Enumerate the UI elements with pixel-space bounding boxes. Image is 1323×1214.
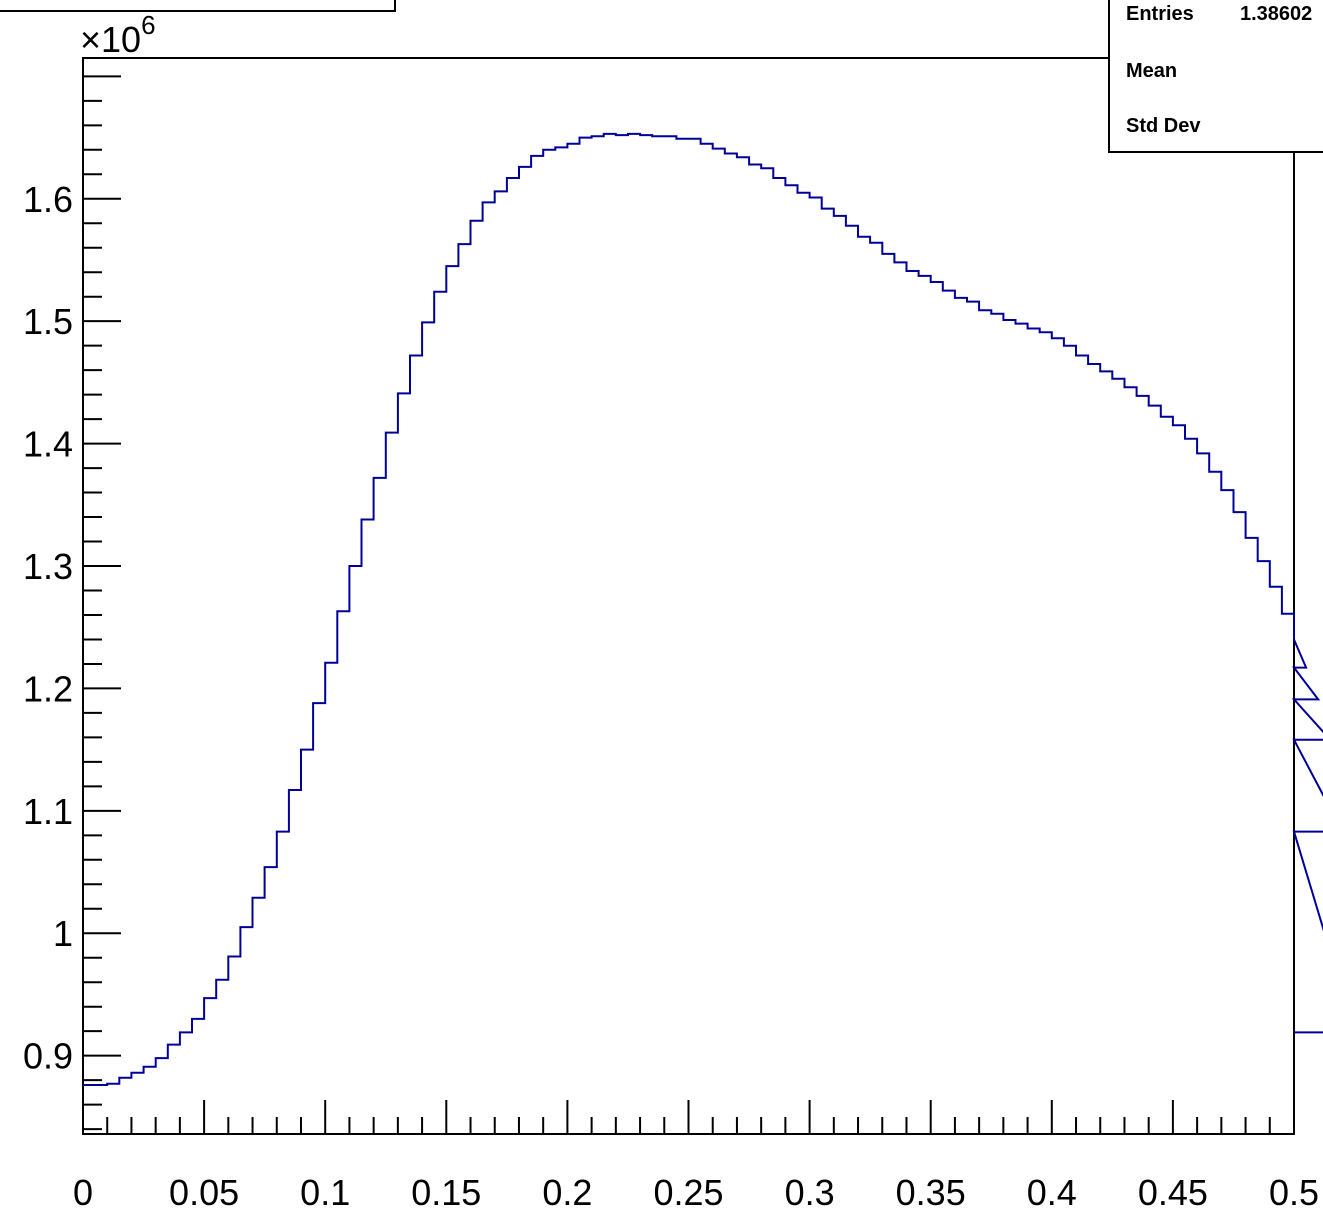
x-tick-label: 0.1 (300, 1172, 350, 1213)
x-tick-label: 0.5 (1269, 1172, 1319, 1213)
x-axis-tick-labels: 0 0.05 0.1 0.15 0.2 0.25 0.3 0.35 0.4 0.45 0.5 (73, 1172, 1319, 1213)
y-axis-ticks (83, 75, 121, 1131)
x-tick-label: 0.4 (1027, 1172, 1077, 1213)
x-tick-label: 0.45 (1138, 1172, 1208, 1213)
y-tick-label: 1 (53, 913, 73, 954)
stats-box: Entries 1.38602 Mean Std Dev (1108, 0, 1323, 153)
y-tick-label: 1.2 (23, 668, 73, 709)
x-tick-label: 0 (73, 1172, 93, 1213)
stats-entries-value: 1.38602 (1240, 3, 1312, 25)
x-axis-ticks (82, 1100, 1295, 1134)
stats-box-frame (1108, 0, 1323, 153)
y-tick-label: 1.1 (23, 791, 73, 832)
stats-mean-label: Mean (1126, 60, 1177, 82)
title-box (0, 0, 396, 12)
x-tick-label: 0.15 (411, 1172, 481, 1213)
histogram-series-line (83, 132, 1323, 1086)
y-axis-tick-labels: 0.9 1 1.1 1.2 1.3 1.4 1.5 1.6 (23, 179, 73, 1077)
x-tick-label: 0.05 (169, 1172, 239, 1213)
y-tick-label: 1.4 (23, 424, 73, 465)
x-tick-label: 0.2 (542, 1172, 592, 1213)
stats-stddev-label: Std Dev (1126, 115, 1201, 137)
x-tick-label: 0.35 (896, 1172, 966, 1213)
y-tick-label: 1.3 (23, 546, 73, 587)
y-tick-label: 0.9 (23, 1036, 73, 1077)
stats-entries-label: Entries (1126, 3, 1194, 25)
y-tick-label: 1.6 (23, 179, 73, 220)
y-tick-label: 1.5 (23, 301, 73, 342)
x-tick-label: 0.3 (785, 1172, 835, 1213)
x-tick-label: 0.25 (653, 1172, 723, 1213)
